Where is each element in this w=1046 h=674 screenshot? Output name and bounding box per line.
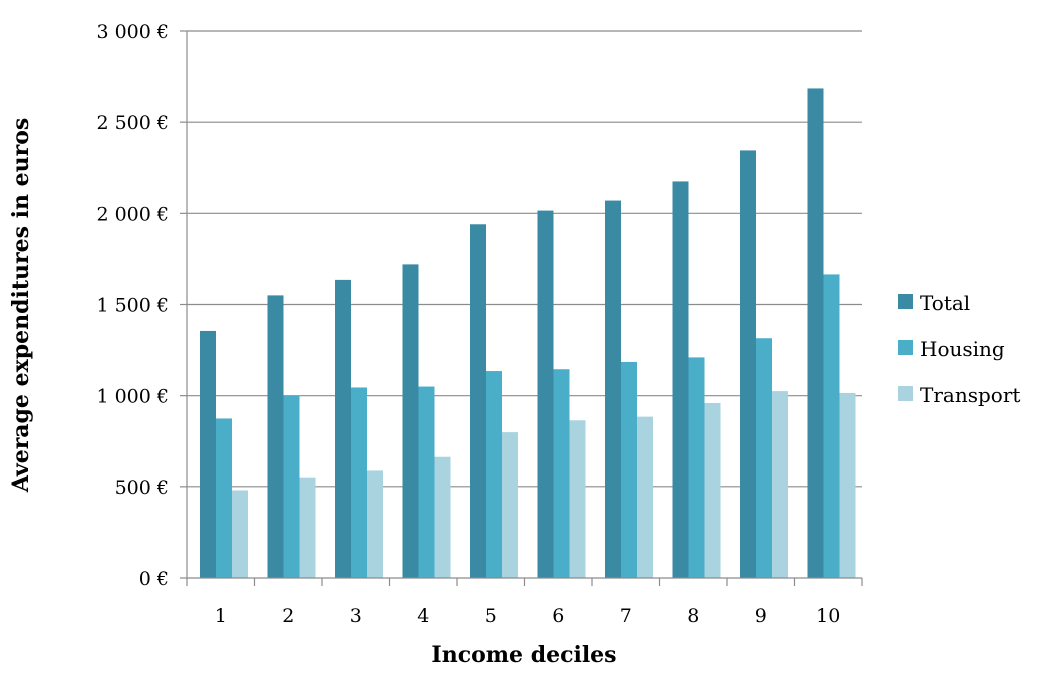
y-tick-labels: 0 € 500 € 1 000 € 1 500 € 2 000 € 2 500 € 3 00… (96, 21, 169, 590)
bar-housing-4 (418, 386, 435, 578)
bar-transport-1 (232, 490, 248, 578)
y-tick-label: 1 500 € (96, 295, 169, 317)
x-axis-title: Income deciles (431, 642, 616, 668)
x-tick-label: 5 (485, 605, 497, 627)
bar-total-7 (605, 200, 621, 578)
x-tick-label: 1 (215, 605, 227, 627)
x-tick-label: 2 (282, 605, 294, 627)
bar-total-8 (672, 181, 689, 579)
x-tick-label: 4 (417, 605, 429, 627)
bar-total-9 (740, 150, 756, 578)
bar-transport-5 (502, 432, 518, 578)
bar-housing-5 (486, 371, 502, 578)
legend-swatch-total (898, 294, 913, 309)
bar-transport-9 (772, 391, 788, 578)
bar-total-5 (470, 224, 486, 579)
axes (180, 30, 863, 586)
bar-total-6 (537, 210, 554, 578)
bar-housing-1 (216, 418, 232, 578)
y-tick-label: 500 € (115, 477, 169, 499)
x-tick-label: 10 (816, 605, 840, 627)
bar-total-2 (267, 295, 284, 578)
y-tick-label: 2 000 € (96, 203, 169, 225)
bar-transport-8 (704, 402, 721, 578)
bar-transport-4 (434, 456, 451, 578)
y-axis-title: Average expenditures in euros (8, 118, 34, 494)
bar-housing-10 (823, 274, 840, 578)
bar-transport-2 (299, 477, 316, 578)
bar-housing-6 (553, 369, 570, 578)
bar-total-4 (402, 264, 419, 578)
legend-swatch-housing (898, 340, 913, 355)
bar-housing-8 (688, 357, 705, 578)
bar-total-3 (335, 279, 351, 578)
legend-label-housing: Housing (920, 337, 1005, 361)
y-tick-label: 3 000 € (96, 21, 169, 43)
y-tick-label: 1 000 € (96, 386, 169, 408)
bar-transport-7 (637, 416, 653, 578)
bar-total-1 (200, 330, 216, 578)
legend-label-transport: Transport (920, 383, 1020, 407)
legend-label-total: Total (920, 291, 970, 315)
bars (200, 88, 856, 579)
x-tick-label: 9 (755, 605, 767, 627)
y-tick-label: 0 € (139, 568, 169, 590)
bar-housing-2 (283, 395, 300, 578)
bar-transport-10 (839, 392, 856, 578)
x-tick-label: 7 (620, 605, 632, 627)
bar-total-10 (807, 88, 824, 578)
bar-transport-3 (367, 470, 383, 578)
bar-housing-3 (351, 387, 367, 578)
x-tick-label: 3 (350, 605, 362, 627)
legend: Total Housing Transport (898, 291, 1020, 407)
x-tick-label: 8 (687, 605, 699, 627)
legend-swatch-transport (898, 386, 913, 401)
y-tick-label: 2 500 € (96, 112, 169, 134)
x-tick-labels: 1 2 3 4 5 6 7 8 9 10 (215, 605, 841, 627)
x-tick-label: 6 (552, 605, 564, 627)
bar-housing-7 (621, 361, 637, 578)
bar-housing-9 (756, 338, 772, 578)
bar-transport-6 (569, 420, 586, 578)
